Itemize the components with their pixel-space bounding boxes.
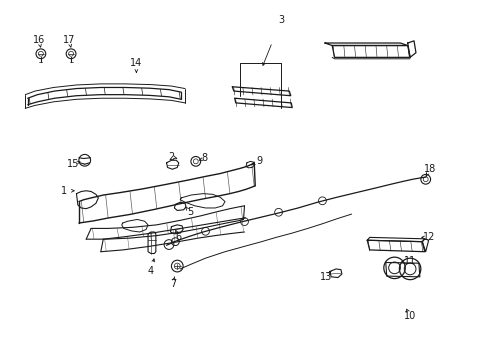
Text: 16: 16	[33, 35, 45, 45]
Text: 2: 2	[168, 152, 174, 162]
Text: 8: 8	[201, 153, 207, 163]
Text: 3: 3	[277, 15, 284, 26]
Text: 11: 11	[403, 256, 415, 266]
Text: 17: 17	[63, 35, 75, 45]
Text: 14: 14	[130, 58, 142, 68]
Text: 1: 1	[61, 186, 67, 196]
Text: 9: 9	[256, 156, 262, 166]
Text: 7: 7	[169, 279, 176, 289]
Text: 4: 4	[147, 266, 154, 276]
Text: 15: 15	[67, 159, 79, 169]
Text: 5: 5	[186, 207, 193, 217]
Text: 13: 13	[320, 272, 332, 282]
Text: 12: 12	[423, 232, 435, 242]
Text: 10: 10	[403, 311, 415, 321]
Text: 6: 6	[175, 232, 182, 242]
Text: 18: 18	[424, 163, 436, 174]
